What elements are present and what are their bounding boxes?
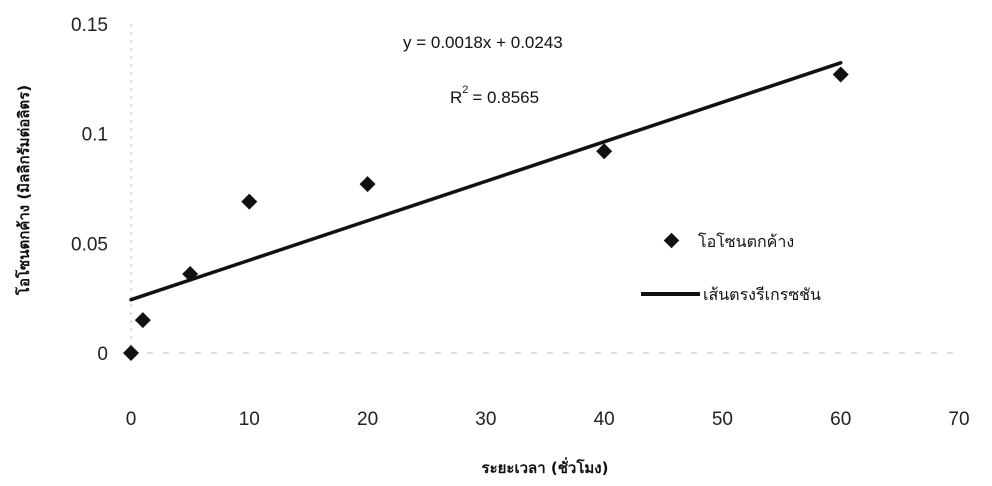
x-tick-label-1: 10 xyxy=(239,409,260,430)
r-squared-label: R2 = 0.8565 xyxy=(450,84,539,107)
r-squared-symbol: R xyxy=(450,88,462,107)
y-tick-label-3: 0.15 xyxy=(71,15,108,36)
legend-label-regression: เส้นตรงรีเกรซชัน xyxy=(703,285,821,304)
x-tick-label-3: 30 xyxy=(475,409,496,430)
data-point-4 xyxy=(359,176,376,193)
x-tick-label-7: 70 xyxy=(948,409,969,430)
x-axis-title: ระยะเวลา (ชั่วโมง) xyxy=(482,457,609,477)
data-point-3 xyxy=(241,193,258,210)
data-point-1 xyxy=(134,312,151,329)
y-tick-label-2: 0.1 xyxy=(82,125,108,146)
regression-equation: y = 0.0018x + 0.0243 xyxy=(403,33,563,52)
data-points xyxy=(123,66,849,361)
data-point-5 xyxy=(596,143,613,160)
data-point-6 xyxy=(832,66,849,83)
x-tick-label-4: 40 xyxy=(594,409,615,430)
x-tick-label-6: 60 xyxy=(830,409,851,430)
r-squared-value: = 0.8565 xyxy=(472,88,539,107)
legend: โอโซนตกค้าง เส้นตรงรีเกรซชัน xyxy=(641,232,821,304)
legend-marker-diamond xyxy=(663,232,680,249)
legend-label-points: โอโซนตกค้าง xyxy=(698,232,794,251)
x-tick-label-5: 50 xyxy=(712,409,733,430)
x-tick-label-0: 0 xyxy=(126,409,137,430)
regression-line xyxy=(129,61,843,302)
data-point-2 xyxy=(182,266,199,283)
x-tick-label-2: 20 xyxy=(357,409,378,430)
r-squared-exponent: 2 xyxy=(462,84,468,96)
y-tick-label-0: 0 xyxy=(97,344,108,365)
y-axis-title: โอโซนตกค้าง (มิลลิกรัมต่อลิตร) xyxy=(14,85,33,296)
y-tick-label-1: 0.05 xyxy=(71,234,108,255)
tick-labels: 0 10 20 30 40 50 60 70 0 0.05 0.1 0.15 xyxy=(71,15,970,430)
regression-line-group xyxy=(129,61,843,302)
data-point-0 xyxy=(123,345,139,361)
